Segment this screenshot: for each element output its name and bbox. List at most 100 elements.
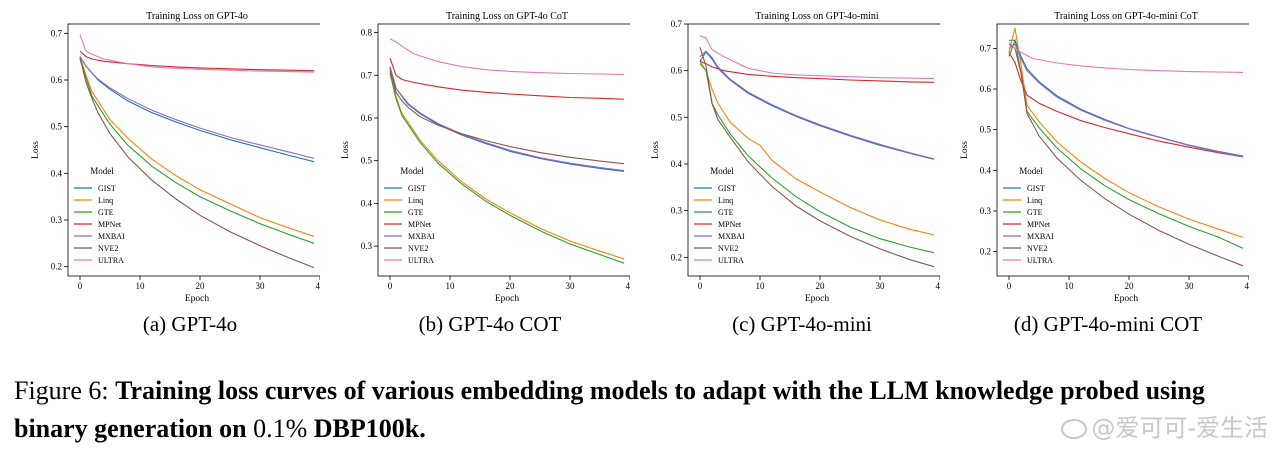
figure-caption-math: 0.1% bbox=[253, 414, 308, 443]
y-tick-label: 0.7 bbox=[980, 43, 992, 53]
series-line-gist bbox=[79, 56, 315, 163]
plot-frame bbox=[996, 23, 1249, 277]
chart-title: Training Loss on GPT-4o-mini CoT bbox=[1054, 11, 1198, 22]
y-tick-label: 0.4 bbox=[51, 168, 63, 178]
y-tick-label: 0.2 bbox=[980, 247, 991, 257]
x-tick-label: 30 bbox=[876, 281, 886, 291]
x-tick-label: 20 bbox=[506, 281, 516, 291]
x-axis-label: Epoch bbox=[495, 294, 520, 304]
legend-label-nve2: NVE2 bbox=[1027, 244, 1047, 253]
legend-label-gist: GIST bbox=[98, 184, 116, 193]
series-line-mpnet bbox=[699, 60, 935, 83]
chart-svg-a: Training Loss on GPT-4o 0 10 20 30 40 0.2 0.3 0.… bbox=[31, 11, 321, 304]
plot-frame bbox=[687, 23, 940, 277]
series-line-nve2 bbox=[79, 57, 315, 269]
series-line-linq bbox=[79, 56, 315, 237]
series-line-mpnet bbox=[389, 58, 625, 100]
y-tick-label: 0.7 bbox=[671, 19, 683, 29]
x-tick-label: 0 bbox=[1007, 281, 1012, 291]
y-tick-label: 0.3 bbox=[361, 241, 373, 251]
series-line-linq bbox=[1008, 27, 1244, 238]
series-line-ultra bbox=[389, 38, 625, 75]
legend-label-ultra: ULTRA bbox=[98, 256, 124, 265]
y-axis-label: Loss bbox=[651, 141, 661, 159]
x-tick-label: 0 bbox=[388, 281, 393, 291]
x-tick-label: 30 bbox=[1185, 281, 1195, 291]
legend-label-mxbai: MXBAI bbox=[1027, 232, 1054, 241]
chart-svg-c: Training Loss on GPT-4o-mini 0 10 20 30 40 0.2… bbox=[651, 11, 940, 304]
watermark: @爱可可-爱生活 bbox=[1061, 408, 1268, 443]
x-tick-label: 10 bbox=[756, 281, 766, 291]
x-tick-label: 20 bbox=[196, 281, 206, 291]
legend-label-gist: GIST bbox=[718, 184, 736, 193]
legend-label-gist: GIST bbox=[1027, 184, 1045, 193]
legend-title: Model bbox=[90, 166, 114, 176]
series-line-mpnet bbox=[79, 50, 315, 72]
legend-label-mpnet: MPNet bbox=[1027, 220, 1051, 229]
legend-label-gist: GIST bbox=[408, 184, 426, 193]
x-tick-label: 40 bbox=[316, 281, 321, 291]
y-tick-label: 0.5 bbox=[671, 112, 683, 122]
series-line-nve2 bbox=[389, 68, 625, 165]
series-line-mxbai bbox=[79, 56, 315, 159]
plot-frame bbox=[377, 23, 630, 277]
legend-label-linq: Linq bbox=[1027, 196, 1042, 205]
x-tick-label: 10 bbox=[1065, 281, 1075, 291]
y-tick-label: 0.5 bbox=[361, 156, 373, 166]
legend-title: Model bbox=[710, 166, 734, 176]
subcaption-d: (d) GPT-4o-mini COT bbox=[1013, 312, 1203, 336]
x-tick-label: 0 bbox=[78, 281, 83, 291]
legend-label-gte: GTE bbox=[408, 208, 424, 217]
weibo-logo-icon bbox=[1061, 419, 1088, 439]
legend-label-ultra: ULTRA bbox=[718, 256, 744, 265]
x-tick-label: 0 bbox=[698, 281, 703, 291]
y-tick-label: 0.3 bbox=[51, 215, 63, 225]
y-tick-label: 0.8 bbox=[361, 28, 373, 38]
subcaption-a: (a) GPT-4o bbox=[142, 312, 238, 336]
x-tick-label: 10 bbox=[446, 281, 456, 291]
legend-label-nve2: NVE2 bbox=[408, 244, 428, 253]
watermark-text: @爱可可-爱生活 bbox=[1091, 414, 1268, 442]
y-tick-label: 0.2 bbox=[671, 252, 682, 262]
x-axis-label: Epoch bbox=[1114, 294, 1139, 304]
y-tick-label: 0.7 bbox=[361, 70, 373, 80]
legend-label-nve2: NVE2 bbox=[98, 244, 118, 253]
legend-label-mxbai: MXBAI bbox=[408, 232, 435, 241]
x-tick-label: 10 bbox=[136, 281, 146, 291]
legend-label-linq: Linq bbox=[718, 196, 733, 205]
y-tick-label: 0.3 bbox=[671, 206, 683, 216]
legend-label-gte: GTE bbox=[718, 208, 734, 217]
chart-panel-c: Training Loss on GPT-4o-mini 0 10 20 30 40 0.2… bbox=[620, 0, 940, 310]
series-line-gist bbox=[1009, 39, 1244, 157]
subcaption-c: (c) GPT-4o-mini bbox=[732, 312, 872, 336]
series-line-ultra bbox=[79, 34, 315, 73]
series-line-mpnet bbox=[1008, 52, 1244, 158]
y-tick-label: 0.6 bbox=[980, 84, 992, 94]
series-line-ultra bbox=[699, 35, 935, 80]
legend-label-gte: GTE bbox=[1027, 208, 1043, 217]
x-tick-label: 30 bbox=[256, 281, 266, 291]
chart-svg-d: Training Loss on GPT-4o-mini CoT 0 10 20 30 4… bbox=[960, 11, 1249, 304]
legend-label-mxbai: MXBAI bbox=[718, 232, 745, 241]
legend-label-linq: Linq bbox=[98, 196, 113, 205]
legend-label-mpnet: MPNet bbox=[98, 220, 122, 229]
y-tick-label: 0.3 bbox=[980, 206, 992, 216]
subcaption-b: (b) GPT-4o COT bbox=[418, 312, 562, 336]
chart-panel-b: Training Loss on GPT-4o CoT 0 10 20 30 40 0.3 0… bbox=[310, 0, 630, 310]
y-tick-label: 0.6 bbox=[671, 66, 683, 76]
chart-title: Training Loss on GPT-4o-mini bbox=[755, 11, 879, 22]
y-tick-label: 0.5 bbox=[51, 122, 63, 132]
figure-caption: Figure 6: Training loss curves of variou… bbox=[14, 372, 1274, 448]
y-axis-label: Loss bbox=[341, 141, 351, 159]
legend-label-mpnet: MPNet bbox=[718, 220, 742, 229]
y-tick-label: 0.4 bbox=[980, 165, 992, 175]
legend-label-mxbai: MXBAI bbox=[98, 232, 125, 241]
legend-label-gte: GTE bbox=[98, 208, 114, 217]
y-axis-label: Loss bbox=[960, 141, 970, 159]
legend-label-nve2: NVE2 bbox=[718, 244, 738, 253]
x-tick-label: 20 bbox=[1125, 281, 1135, 291]
chart-title: Training Loss on GPT-4o CoT bbox=[446, 11, 568, 22]
series-line-gist bbox=[699, 51, 935, 160]
x-axis-label: Epoch bbox=[805, 294, 830, 304]
y-tick-label: 0.6 bbox=[51, 75, 63, 85]
